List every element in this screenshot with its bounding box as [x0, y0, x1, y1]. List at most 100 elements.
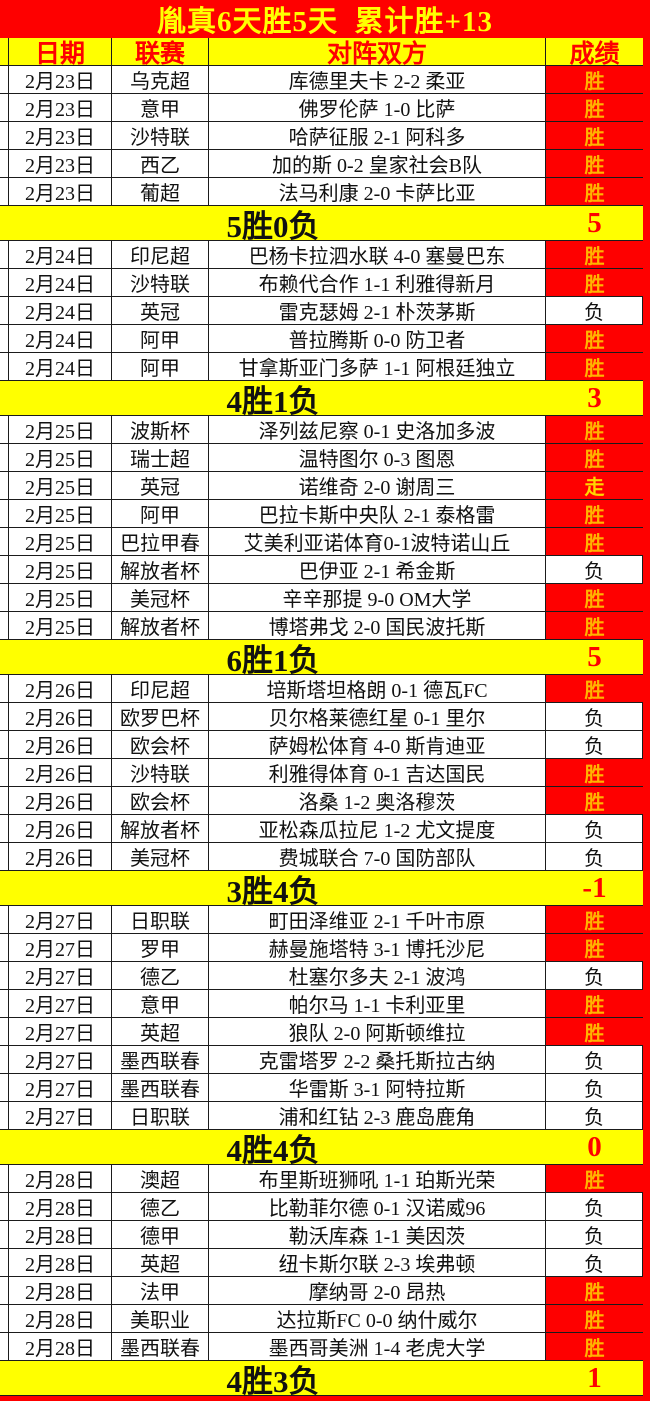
result-cell: 胜 [546, 66, 643, 93]
league-cell: 解放者杯 [112, 815, 209, 842]
match-row: 2月25日 瑞士超 温特图尔 0-3 图恩 胜 [0, 444, 643, 472]
match-cell: 费城联合 7-0 国防部队 [209, 843, 546, 870]
match-cell: 培斯塔坦格朗 0-1 德瓦FC [209, 675, 546, 702]
result-cell: 负 [546, 962, 643, 989]
summary-row: 3胜4负 -1 [0, 871, 643, 909]
result-cell: 负 [546, 843, 643, 870]
date-cell: 2月26日 [9, 675, 112, 702]
match-cell: 墨西哥美洲 1-4 老虎大学 [209, 1333, 546, 1360]
match-row: 2月25日 阿甲 巴拉卡斯中央队 2-1 泰格雷 胜 [0, 500, 643, 528]
date-cell: 2月25日 [9, 472, 112, 499]
league-cell: 乌克超 [112, 66, 209, 93]
league-cell: 阿甲 [112, 500, 209, 527]
date-cell: 2月23日 [9, 150, 112, 177]
match-cell: 普拉腾斯 0-0 防卫者 [209, 325, 546, 352]
result-cell: 负 [546, 1074, 643, 1101]
result-cell: 胜 [546, 528, 643, 555]
result-cell: 负 [546, 1193, 643, 1220]
match-cell: 赫曼施塔特 3-1 博托沙尼 [209, 934, 546, 961]
date-cell: 2月25日 [9, 556, 112, 583]
match-row: 2月28日 德乙 比勒菲尔德 0-1 汉诺威96 负 [0, 1193, 643, 1221]
match-row: 2月27日 意甲 帕尔马 1-1 卡利亚里 胜 [0, 990, 643, 1018]
header-row: 日期 联赛 对阵双方 成绩 [0, 38, 643, 66]
match-row: 2月26日 沙特联 利雅得体育 0-1 吉达国民 胜 [0, 759, 643, 787]
match-row: 2月24日 沙特联 布赖代合作 1-1 利雅得新月 胜 [0, 269, 643, 297]
match-row: 2月25日 波斯杯 泽列兹尼察 0-1 史洛加多波 胜 [0, 416, 643, 444]
league-cell: 西乙 [112, 150, 209, 177]
match-row: 2月28日 墨西联春 墨西哥美洲 1-4 老虎大学 胜 [0, 1333, 643, 1361]
result-cell: 胜 [546, 1018, 643, 1045]
match-cell: 贝尔格莱德红星 0-1 里尔 [209, 703, 546, 730]
date-cell: 2月28日 [9, 1221, 112, 1248]
league-cell: 巴拉甲春 [112, 528, 209, 555]
summary-label: 6胜1负 [226, 642, 320, 678]
summary-value: -1 [582, 871, 607, 904]
result-cell: 胜 [546, 1277, 643, 1304]
date-cell: 2月23日 [9, 122, 112, 149]
results-table: 日期 联赛 对阵双方 成绩 2月23日 乌克超 库德里夫卡 2-2 柔亚 胜 2… [0, 38, 643, 1399]
date-cell: 2月24日 [9, 297, 112, 324]
match-cell: 华雷斯 3-1 阿特拉斯 [209, 1074, 546, 1101]
league-cell: 墨西联春 [112, 1333, 209, 1360]
row-left-margin [0, 1102, 9, 1129]
match-row: 2月23日 葡超 法马利康 2-0 卡萨比亚 胜 [0, 178, 643, 206]
date-cell: 2月24日 [9, 269, 112, 296]
league-cell: 德乙 [112, 1193, 209, 1220]
result-cell: 负 [546, 1249, 643, 1276]
date-cell: 2月25日 [9, 416, 112, 443]
match-cell: 摩纳哥 2-0 昂热 [209, 1277, 546, 1304]
league-cell: 波斯杯 [112, 416, 209, 443]
match-row: 2月24日 阿甲 普拉腾斯 0-0 防卫者 胜 [0, 325, 643, 353]
league-cell: 解放者杯 [112, 556, 209, 583]
row-left-margin [0, 1193, 9, 1220]
row-left-margin [0, 731, 9, 758]
match-cell: 克雷塔罗 2-2 桑托斯拉古纳 [209, 1046, 546, 1073]
result-cell: 胜 [546, 444, 643, 471]
match-row: 2月28日 英超 纽卡斯尔联 2-3 埃弗顿 负 [0, 1249, 643, 1277]
header-cell-date: 日期 [9, 38, 112, 65]
league-cell: 阿甲 [112, 353, 209, 380]
match-cell: 布里斯班狮吼 1-1 珀斯光荣 [209, 1165, 546, 1192]
summary-label: 4胜3负 [226, 1363, 320, 1399]
date-cell: 2月25日 [9, 528, 112, 555]
result-cell: 走 [546, 472, 643, 499]
league-cell: 墨西联春 [112, 1074, 209, 1101]
row-left-margin [0, 297, 9, 324]
date-cell: 2月25日 [9, 444, 112, 471]
league-cell: 葡超 [112, 178, 209, 205]
result-cell: 胜 [546, 416, 643, 443]
league-cell: 英超 [112, 1018, 209, 1045]
match-cell: 雷克瑟姆 2-1 朴茨茅斯 [209, 297, 546, 324]
date-cell: 2月23日 [9, 66, 112, 93]
row-left-margin [0, 962, 9, 989]
row-left-margin [0, 1074, 9, 1101]
row-left-margin [0, 990, 9, 1017]
date-cell: 2月25日 [9, 500, 112, 527]
header-cell-result: 成绩 [569, 40, 620, 66]
match-cell: 泽列兹尼察 0-1 史洛加多波 [209, 416, 546, 443]
match-row: 2月27日 日职联 町田泽维亚 2-1 千叶市原 胜 [0, 906, 643, 934]
row-left-margin [0, 150, 9, 177]
row-left-margin [0, 1277, 9, 1304]
match-row: 2月28日 德甲 勒沃库森 1-1 美因茨 负 [0, 1221, 643, 1249]
match-cell: 佛罗伦萨 1-0 比萨 [209, 94, 546, 121]
row-left-margin [0, 1249, 9, 1276]
match-cell: 洛桑 1-2 奥洛穆茨 [209, 787, 546, 814]
match-cell: 比勒菲尔德 0-1 汉诺威96 [209, 1193, 546, 1220]
match-cell: 哈萨征服 2-1 阿科多 [209, 122, 546, 149]
match-row: 2月27日 墨西联春 华雷斯 3-1 阿特拉斯 负 [0, 1074, 643, 1102]
match-cell: 巴拉卡斯中央队 2-1 泰格雷 [209, 500, 546, 527]
row-left-margin [0, 1165, 9, 1192]
match-row: 2月26日 美冠杯 费城联合 7-0 国防部队 负 [0, 843, 643, 871]
date-cell: 2月24日 [9, 353, 112, 380]
result-cell: 胜 [546, 178, 643, 205]
date-cell: 2月26日 [9, 731, 112, 758]
row-left-margin [0, 241, 9, 268]
league-cell: 印尼超 [112, 675, 209, 702]
match-cell: 温特图尔 0-3 图恩 [209, 444, 546, 471]
result-cell: 胜 [546, 269, 643, 296]
league-cell: 罗甲 [112, 934, 209, 961]
row-left-margin [0, 675, 9, 702]
result-cell: 胜 [546, 934, 643, 961]
league-cell: 沙特联 [112, 122, 209, 149]
